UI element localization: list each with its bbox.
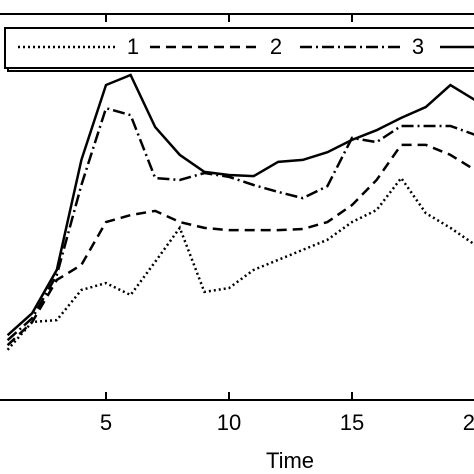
x-tick-label: 5: [100, 410, 112, 435]
series-line: [6, 175, 474, 351]
series-line: [6, 106, 474, 342]
x-tick-label: 20: [463, 410, 474, 435]
x-tick-label: 15: [340, 410, 364, 435]
series-line: [6, 143, 474, 347]
legend-label: 2: [270, 34, 282, 59]
x-tick-label: 10: [217, 410, 241, 435]
series-line: [6, 73, 474, 337]
x-axis-label: Time: [266, 448, 314, 473]
legend-label: 1: [127, 34, 139, 59]
legend-label: 3: [412, 34, 424, 59]
